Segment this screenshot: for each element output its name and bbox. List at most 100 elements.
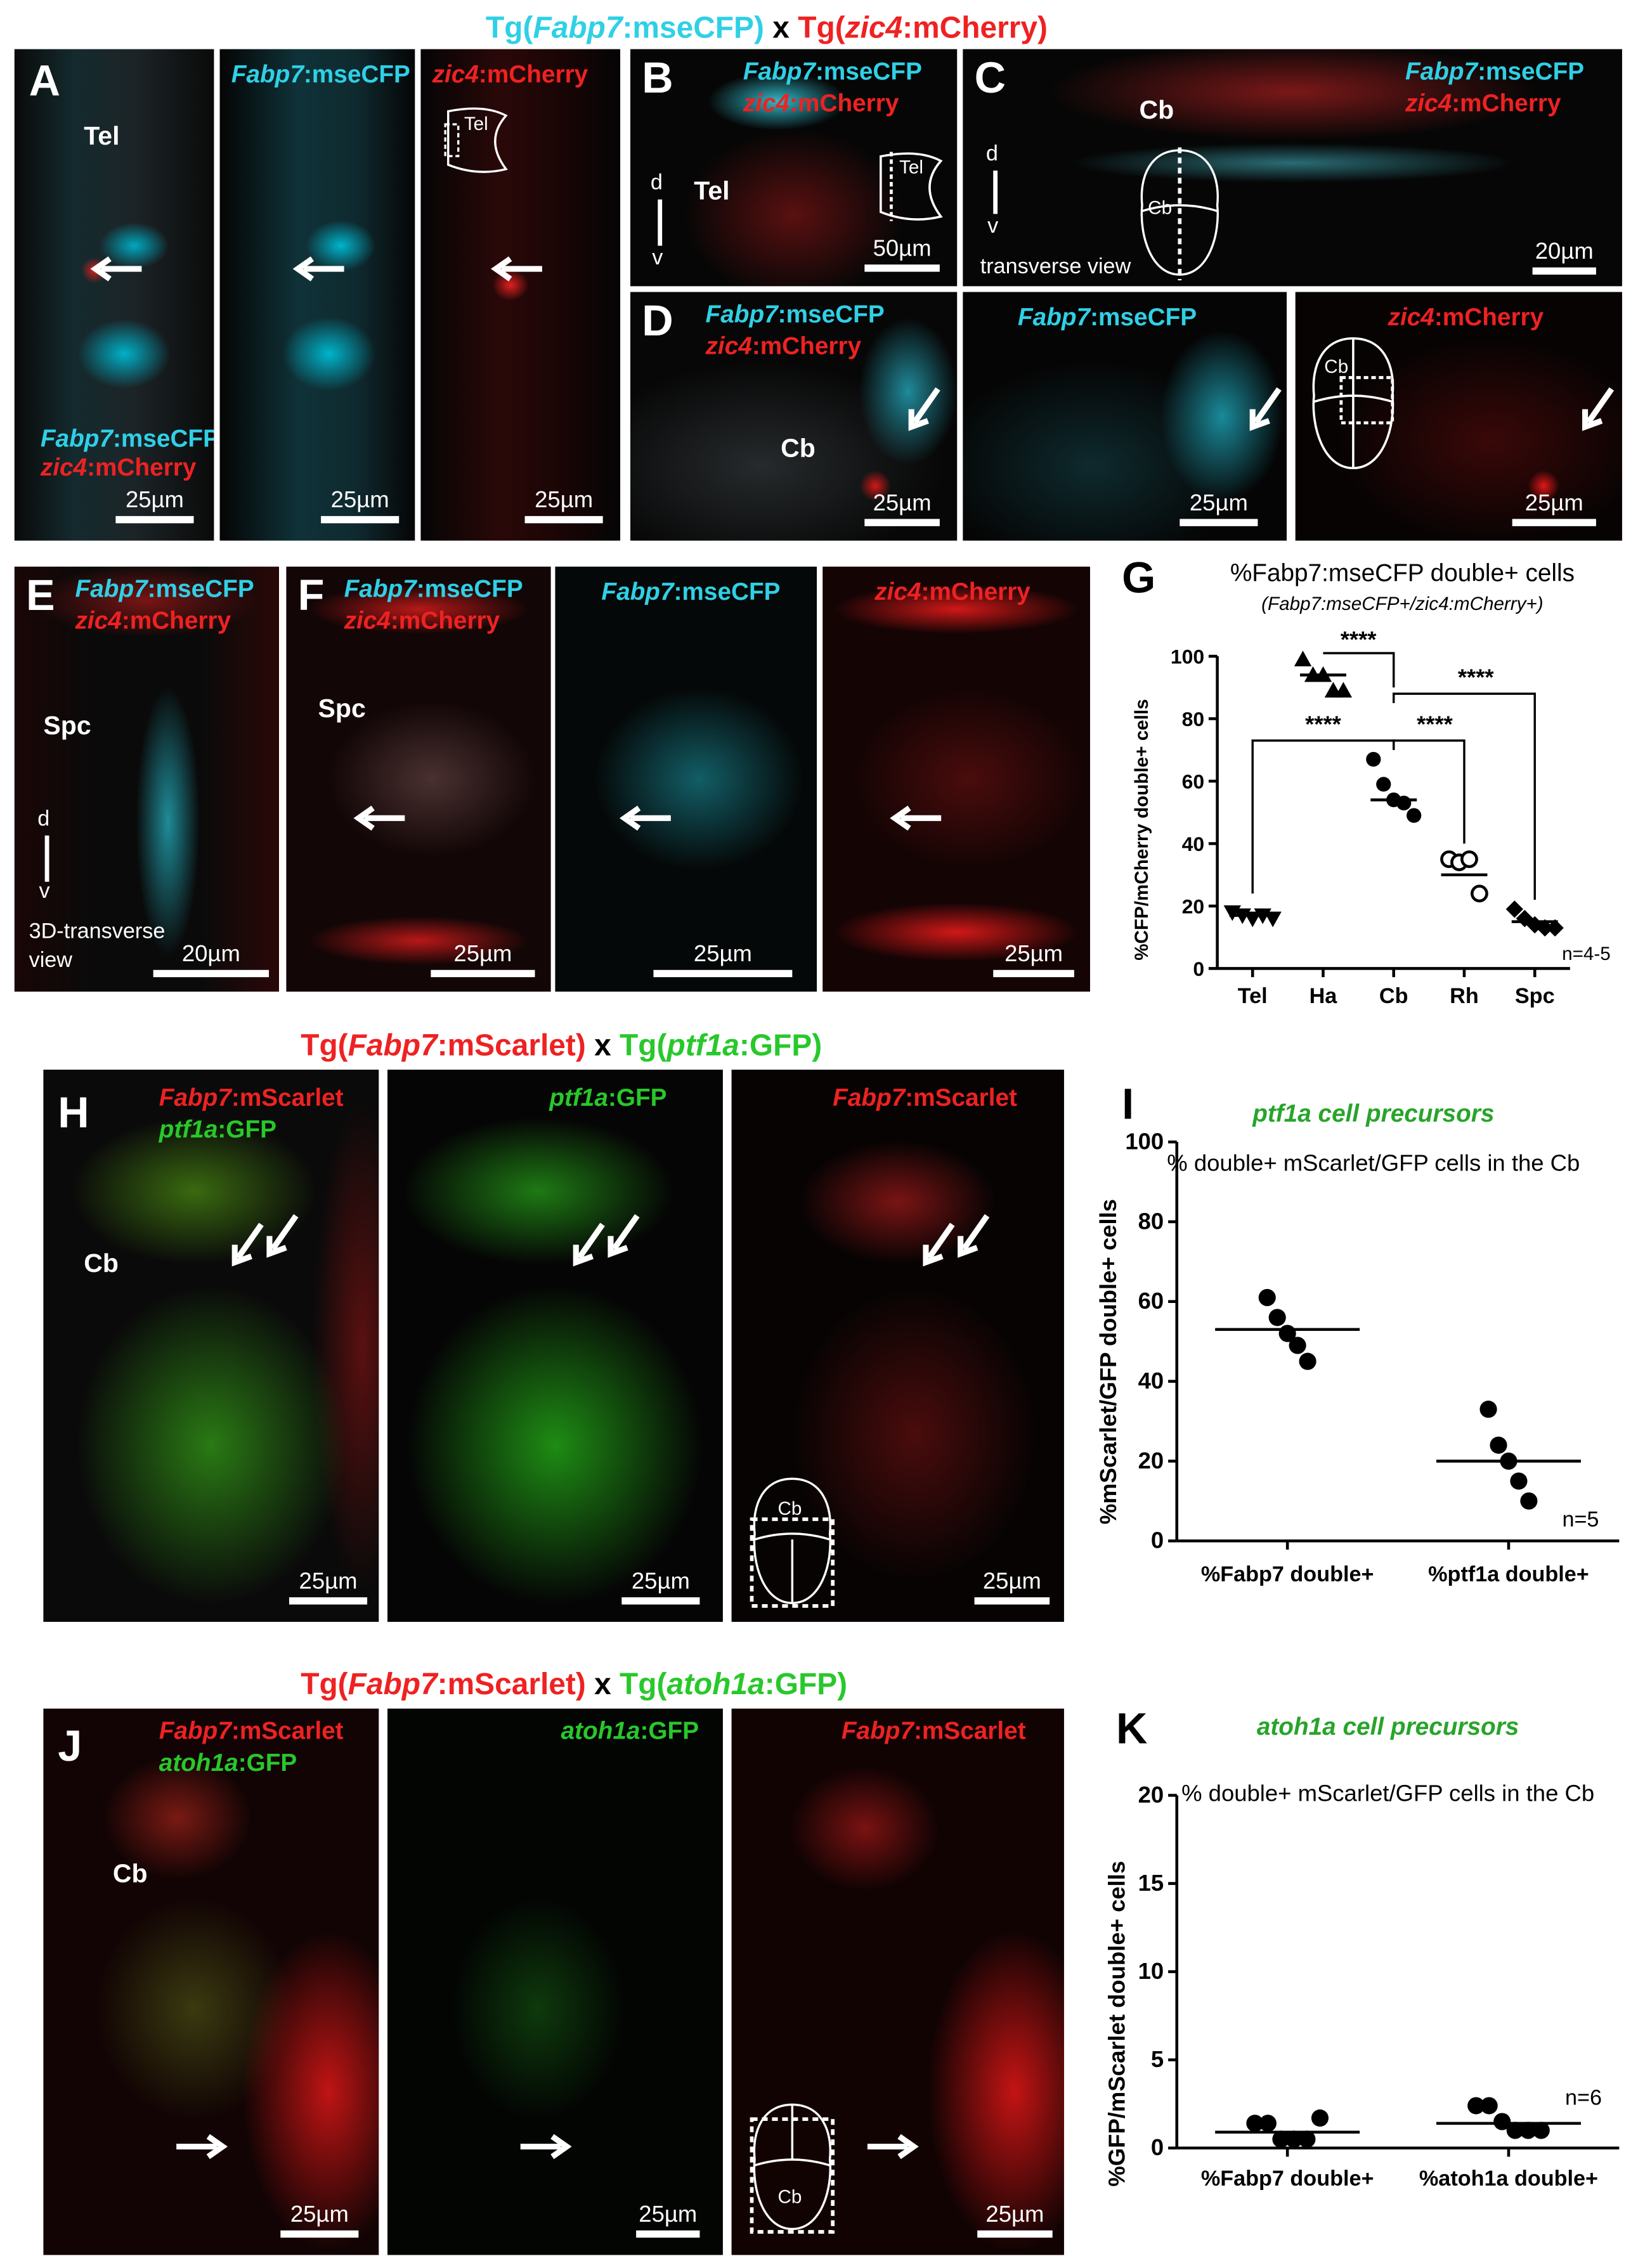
chart-g-ylabel: %CFP/mCherry double+ cells — [1131, 699, 1152, 960]
region-label-spc: Spc — [43, 711, 91, 741]
channel-label: Fabp7:mseCFP — [231, 60, 410, 89]
scale-bar: 25µm — [280, 2194, 359, 2238]
panel-e: E Fabp7:mseCFP zic4:mCherry Spc d v 3D-t… — [14, 566, 280, 992]
data-point — [1467, 2097, 1485, 2115]
data-point — [1510, 1472, 1528, 1490]
region-label-tel: Tel — [84, 121, 120, 151]
scale-bar: 25µm — [431, 934, 535, 978]
panel-d-merge: D Fabp7:mseCFP zic4:mCherry Cb 25µm — [630, 292, 958, 541]
tel-schematic-icon — [444, 107, 508, 173]
arrow-icon — [520, 2134, 572, 2160]
data-point — [1479, 1401, 1497, 1418]
arrow-icon — [608, 1214, 640, 1258]
arrow-icon — [958, 1214, 990, 1258]
data-point — [1407, 808, 1422, 823]
scale-bar: 25µm — [289, 1561, 368, 1605]
data-point — [1264, 911, 1282, 928]
arrow-icon — [491, 256, 542, 282]
data-point — [1298, 2130, 1316, 2148]
channel-label: Fabp7:mseCFP — [344, 575, 523, 603]
schematic-label: Tel — [899, 156, 923, 178]
y-tick-label: 80 — [1182, 708, 1205, 730]
y-tick-label: 10 — [1138, 1958, 1164, 1984]
x-tick-label: Rh — [1450, 984, 1479, 1008]
panel-letter-g: G — [1122, 555, 1156, 603]
arrow-icon — [1249, 387, 1282, 431]
chart-i-title: ptf1a cell precursors — [1252, 1100, 1494, 1127]
scale-bar: 25µm — [115, 483, 194, 524]
data-point — [1376, 777, 1391, 792]
channel-label: ptf1a:GFP — [159, 1116, 276, 1144]
channel-label: atoh1a:GFP — [561, 1717, 699, 1745]
arrow-icon — [353, 805, 405, 831]
scale-bar: 25µm — [864, 483, 940, 526]
y-tick-label: 40 — [1182, 833, 1205, 855]
chart-i: ptf1a cell precursors % double+ mScarlet… — [1095, 1100, 1620, 1586]
panel-c: C Fabp7:mseCFP zic4:mCherry Cb d v Cb tr… — [963, 49, 1622, 287]
region-label-cb: Cb — [781, 433, 816, 463]
panel-h-merge: H Fabp7:mScarlet ptf1a:GFP Cb 25µm — [43, 1070, 379, 1622]
scale-bar: 25µm — [524, 483, 603, 524]
arrow-icon — [90, 256, 142, 282]
cb-schematic-icon — [1312, 337, 1394, 470]
y-tick-label: 100 — [1125, 1128, 1164, 1154]
sig-bracket — [1393, 739, 1466, 844]
y-tick-label: 60 — [1138, 1288, 1164, 1314]
arrow-icon — [923, 1222, 955, 1267]
x-tick-label: %atoh1a double+ — [1419, 2167, 1598, 2191]
schematic-label: Cb — [777, 1497, 802, 1520]
chart-k: atoh1a cell precursors % double+ mScarle… — [1104, 1713, 1620, 2191]
panel-f-cfp: Fabp7:mseCFP 25µm — [555, 566, 817, 992]
arrow-icon — [266, 1214, 299, 1258]
data-point — [1268, 1309, 1286, 1326]
scale-bar: 25µm — [321, 483, 400, 524]
data-point — [1519, 2122, 1537, 2139]
x-tick-label: Cb — [1379, 984, 1408, 1008]
arrow-icon — [908, 387, 940, 431]
channel-label: Fabp7:mseCFP — [1405, 58, 1585, 86]
panel-letter-j: J — [58, 1723, 82, 1771]
region-label-tel: Tel — [694, 176, 730, 205]
sig-label: **** — [1305, 711, 1342, 737]
panel-h-gfp: ptf1a:GFP 25µm — [387, 1070, 723, 1622]
chart-g: %Fabp7:mseCFP double+ cells (Fabp7:mseCF… — [1131, 561, 1611, 1009]
view-label: 3D-transverse — [29, 919, 166, 944]
axis-dorsal: d — [985, 141, 998, 167]
panel-letter-e: E — [26, 572, 55, 621]
chart-k-ylabel: %GFP/mScarlet double+ cells — [1104, 1861, 1130, 2187]
channel-label: Fabp7:mScarlet — [159, 1084, 344, 1112]
y-tick-label: 15 — [1138, 1870, 1164, 1896]
data-point — [1294, 651, 1312, 666]
panel-letter-d: D — [642, 297, 673, 346]
panel-letter-a: A — [29, 58, 61, 106]
sig-bracket — [1323, 652, 1395, 688]
arrow-icon — [292, 256, 344, 282]
channel-label: zic4:mCherry — [1405, 89, 1561, 117]
data-point — [1259, 2115, 1277, 2132]
arrow-icon — [573, 1222, 605, 1267]
scale-bar: 25µm — [974, 1561, 1050, 1605]
sig-bracket — [1251, 739, 1395, 894]
data-point — [1460, 850, 1478, 869]
data-point — [1493, 2113, 1511, 2130]
data-point — [1506, 2122, 1524, 2139]
panel-letter-b: B — [642, 55, 673, 103]
panel-letter-i: I — [1122, 1081, 1134, 1129]
panel-letter-c: C — [974, 55, 1006, 103]
axis-line — [658, 199, 663, 246]
scale-bar: 25µm — [636, 2194, 700, 2238]
scale-bar: 20µm — [153, 936, 270, 978]
panel-f-merge: F Fabp7:mseCFP zic4:mCherry Spc 25µm — [286, 566, 551, 992]
y-tick-label: 20 — [1138, 1448, 1164, 1474]
tel-schematic-icon — [880, 152, 943, 221]
y-tick-label: 0 — [1151, 2134, 1164, 2160]
data-point — [1480, 2097, 1498, 2115]
arrow-icon — [176, 2134, 228, 2160]
region-label-cb: Cb — [112, 1858, 148, 1888]
region-label-spc: Spc — [318, 694, 366, 723]
axis-line — [44, 835, 49, 882]
channel-label: Fabp7:mseCFP — [75, 575, 254, 603]
cb-schematic-icon — [750, 2103, 835, 2234]
panel-letter-f: F — [297, 572, 325, 621]
